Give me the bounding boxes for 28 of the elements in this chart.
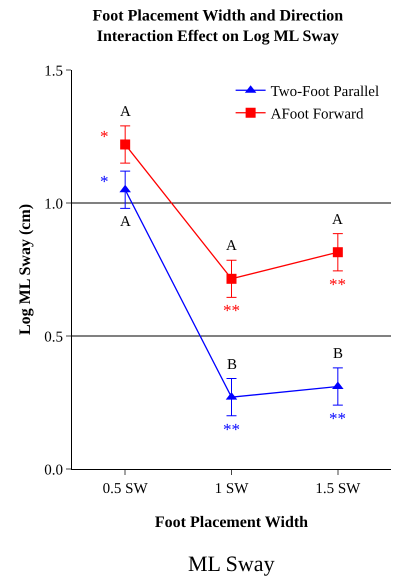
- y-axis-title: Log ML Sway (cm): [17, 204, 34, 336]
- annotation: A: [332, 212, 343, 228]
- y-tick-label: 1.5: [44, 63, 63, 80]
- point: [226, 274, 236, 284]
- data-label: **: [223, 420, 240, 439]
- data-label: *: [100, 172, 108, 191]
- y-tick-label: 0.5: [44, 329, 63, 346]
- x-tick-label: 0.5 SW: [102, 481, 149, 497]
- annotation: B: [333, 346, 344, 362]
- annotation: A: [120, 214, 131, 230]
- chart-title: Foot Placement Width and Direction Interaction Effect on Log ML Sway: [92, 7, 344, 46]
- data-label: **: [329, 409, 346, 428]
- annotation: B: [227, 357, 238, 373]
- data-label: **: [223, 301, 240, 320]
- x-axis-title: Foot Placement Width: [154, 514, 308, 531]
- point: [120, 139, 130, 150]
- annotation: A: [226, 238, 237, 254]
- x-tick-label: 1.5 SW: [315, 481, 362, 497]
- legend-label: Two-Foot Parallel: [270, 84, 380, 100]
- point: [332, 247, 343, 258]
- data-label: **: [329, 275, 346, 294]
- y-tick-label: 1.0: [44, 196, 63, 212]
- annotation: A: [120, 104, 131, 120]
- text: ML Sway: [188, 551, 275, 576]
- x-tick-label: 1 SW: [214, 481, 250, 497]
- y-tick-label: 0.0: [44, 462, 63, 478]
- legend-label: AFoot Forward: [270, 106, 364, 123]
- data-label: *: [100, 127, 108, 146]
